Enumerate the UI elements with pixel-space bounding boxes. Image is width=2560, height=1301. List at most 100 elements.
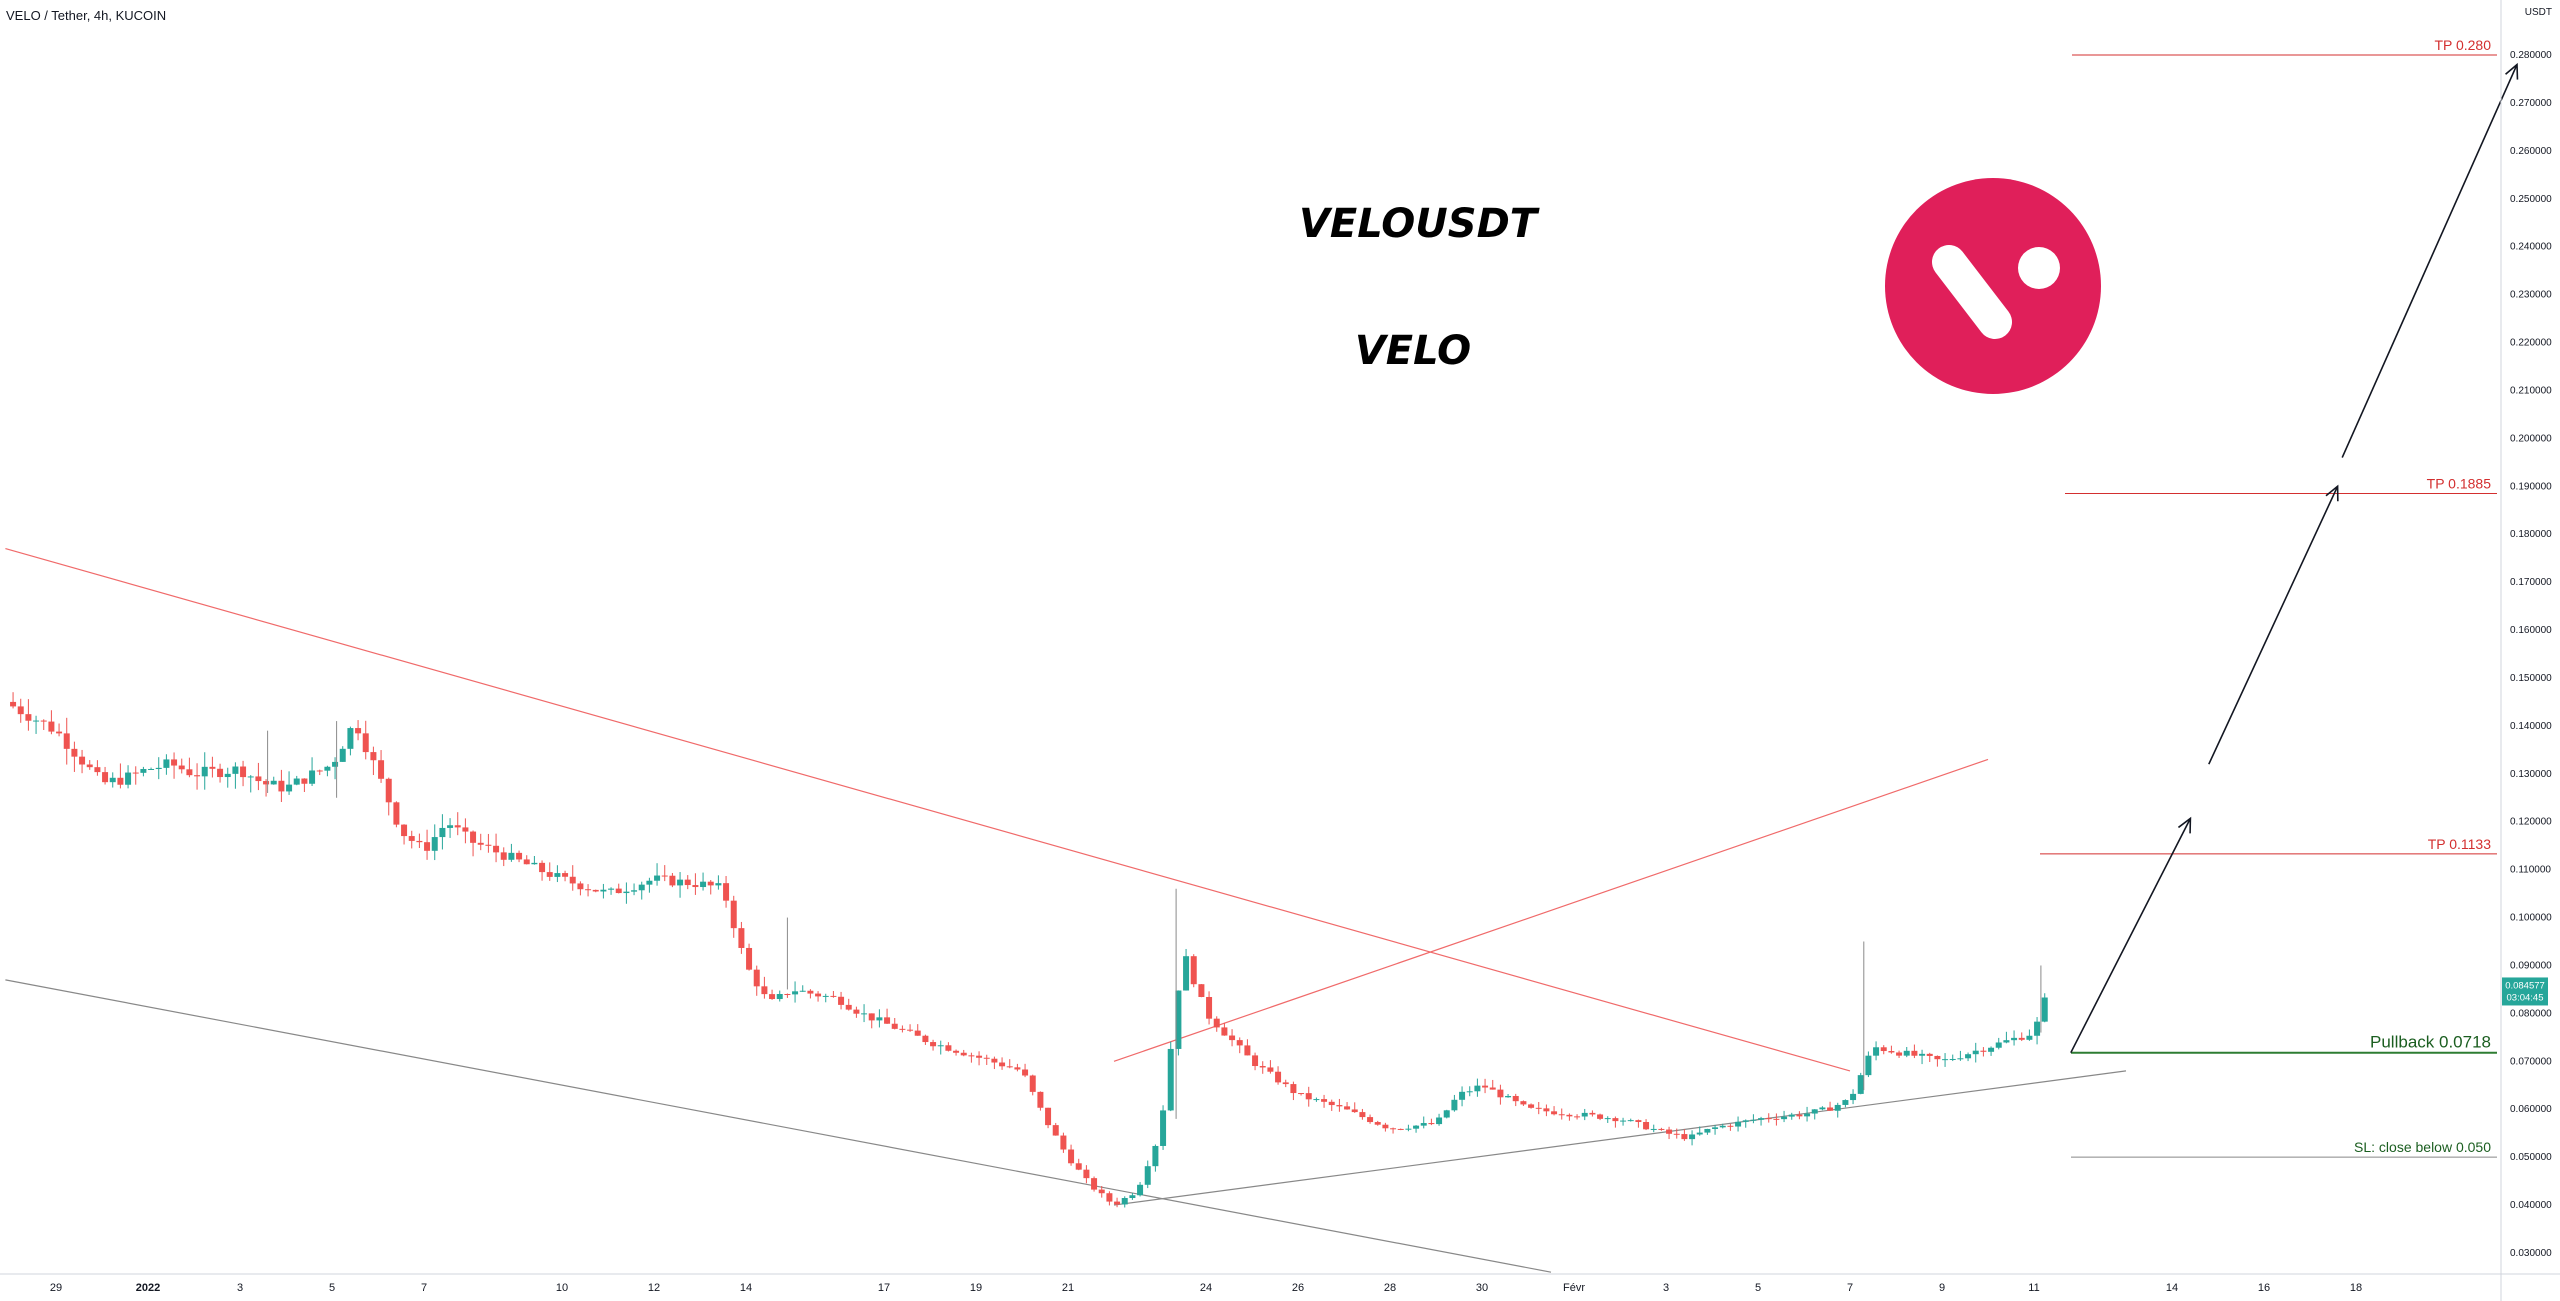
candle-body [424, 842, 431, 851]
candle-body [1919, 1053, 1926, 1056]
candle-body [1091, 1178, 1098, 1190]
candle-body [454, 825, 461, 828]
candle-body [1267, 1067, 1274, 1072]
candle-body [1290, 1084, 1297, 1094]
candle-body [1520, 1101, 1527, 1105]
candle-body [71, 748, 78, 757]
candle-body [1681, 1134, 1688, 1140]
candle-body [10, 701, 17, 707]
candle-body [1037, 1091, 1044, 1108]
y-tick-label: 0.040000 [2510, 1200, 2552, 1211]
candle-body [1528, 1104, 1535, 1108]
candle-body [286, 784, 293, 792]
candle-body [1029, 1075, 1036, 1092]
candle-body [362, 733, 369, 753]
y-tick-label: 0.250000 [2510, 194, 2552, 205]
candle-body [592, 889, 599, 892]
candle-body [1022, 1069, 1029, 1076]
y-tick-label: 0.050000 [2510, 1152, 2552, 1163]
candle-body [1106, 1193, 1113, 1202]
projection-arrow[interactable] [2208, 485, 2339, 765]
candle-body [1459, 1091, 1466, 1100]
candle-body [1604, 1118, 1611, 1120]
candle-body [94, 767, 101, 773]
y-tick-label: 0.100000 [2510, 913, 2552, 924]
candle-body [807, 990, 814, 994]
candle-body [1804, 1113, 1811, 1117]
candle-body [232, 766, 239, 774]
candle-body [769, 994, 776, 1000]
projection-arrow[interactable] [2341, 64, 2518, 458]
candle-body [416, 840, 423, 843]
lower-channel-line[interactable] [5, 979, 1552, 1273]
x-tick-label: 11 [2028, 1282, 2039, 1294]
candle-body [1397, 1128, 1404, 1130]
x-tick-label: 7 [421, 1282, 427, 1294]
candle-body [1114, 1201, 1121, 1205]
candle-body [1045, 1107, 1052, 1126]
arrow-head [2505, 62, 2519, 80]
candle-body [355, 728, 362, 734]
candle-body [1244, 1045, 1251, 1056]
candle-body [615, 888, 622, 894]
candle-body [723, 883, 730, 901]
candle-body [63, 733, 70, 749]
candle-body [1850, 1093, 1857, 1101]
candle-body [1068, 1149, 1075, 1164]
candle-body [845, 1004, 852, 1010]
projection-arrow[interactable] [2070, 818, 2192, 1054]
candle-body [585, 889, 592, 891]
x-tick-label: 30 [1476, 1282, 1488, 1294]
candle-body [316, 770, 323, 772]
candle-body [654, 875, 661, 881]
candle-body [140, 769, 147, 773]
y-tick-label: 0.110000 [2510, 865, 2551, 876]
candle-body [1765, 1118, 1772, 1120]
candle-body [278, 780, 285, 792]
candle-body [1206, 996, 1213, 1019]
y-tick-label: 0.150000 [2510, 673, 2552, 684]
candle-body [86, 764, 93, 768]
candle-body [976, 1055, 983, 1058]
candle-body [937, 1045, 944, 1047]
x-tick-label: 5 [1755, 1282, 1761, 1294]
time-axis[interactable]: 29 2022 3 5 7 10 12 14 17 19 21 24 26 28 30 Févr 3 5 7 9 11 1… [0, 1273, 2560, 1294]
candle-body [500, 852, 507, 860]
candle-body [1420, 1123, 1427, 1126]
price-axis[interactable]: USDT 0.030000 0.040000 0.050000 0.060000 0.0… [2500, 0, 2552, 1301]
x-tick-label: 24 [1200, 1282, 1212, 1294]
candle-body [1328, 1101, 1335, 1106]
x-tick-label: 19 [970, 1282, 982, 1294]
y-tick-label: 0.280000 [2510, 50, 2552, 61]
candle-body [1612, 1118, 1619, 1122]
arrow-head [2177, 816, 2192, 834]
descending-resistance-line[interactable] [5, 547, 1851, 1072]
candle-body [1436, 1117, 1443, 1125]
candle-body [1275, 1071, 1282, 1083]
candle-body [1428, 1123, 1435, 1125]
y-tick-label: 0.180000 [2510, 529, 2552, 540]
ascending-support-line[interactable] [1113, 1070, 2127, 1206]
neckline-line[interactable] [1113, 758, 1989, 1062]
candle-body [155, 767, 162, 769]
candle-body [339, 748, 346, 762]
candle-body [562, 873, 569, 877]
x-tick-label: 17 [878, 1282, 890, 1294]
candle-body [217, 768, 224, 778]
candle-body [539, 862, 546, 873]
chart-title: VELO / Tether, 4h, KUCOIN [6, 8, 167, 23]
candle-body [1834, 1104, 1841, 1111]
x-tick-label: 21 [1062, 1282, 1074, 1294]
x-tick-label: 9 [1939, 1282, 1945, 1294]
candle-body [1098, 1189, 1105, 1194]
candle-body [784, 994, 791, 996]
candle-body [792, 991, 799, 995]
candle-body [991, 1058, 998, 1063]
candle-body [263, 781, 270, 785]
candle-body [201, 766, 208, 777]
candle-body [707, 881, 714, 886]
y-tick-label: 0.130000 [2510, 769, 2552, 780]
y-tick-label: 0.030000 [2510, 1248, 2552, 1259]
candle-body [953, 1050, 960, 1053]
